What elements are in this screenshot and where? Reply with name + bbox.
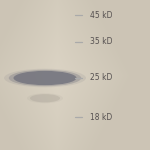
Ellipse shape xyxy=(4,69,86,87)
Ellipse shape xyxy=(14,71,76,85)
Text: 25 kD: 25 kD xyxy=(90,74,112,82)
Ellipse shape xyxy=(27,93,63,103)
Ellipse shape xyxy=(9,70,81,86)
Text: 35 kD: 35 kD xyxy=(90,38,112,46)
Ellipse shape xyxy=(30,94,60,102)
Text: 45 kD: 45 kD xyxy=(90,11,112,20)
Text: 18 kD: 18 kD xyxy=(90,112,112,122)
